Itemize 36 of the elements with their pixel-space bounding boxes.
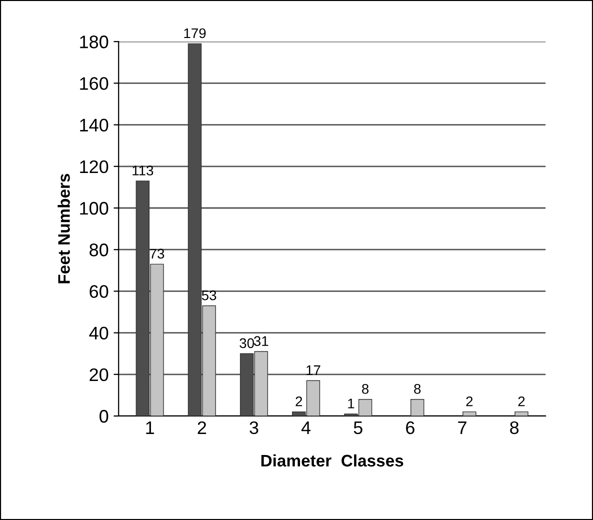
data-label: 113 bbox=[132, 166, 154, 176]
x-tick-label: 7 bbox=[458, 422, 466, 434]
x-tick-label: 8 bbox=[510, 421, 519, 434]
y-tick-label: 60 bbox=[90, 285, 108, 298]
data-label: 73 bbox=[150, 248, 164, 259]
data-label: 8 bbox=[362, 384, 369, 394]
y-tick-label: 100 bbox=[80, 202, 108, 215]
data-label: 30 bbox=[240, 338, 254, 348]
data-label: 8 bbox=[414, 384, 421, 394]
x-tick-label: 3 bbox=[250, 421, 258, 434]
y-tick-label: 80 bbox=[90, 244, 108, 256]
y-tick-label: 40 bbox=[89, 326, 108, 340]
data-label: 2 bbox=[296, 396, 302, 406]
x-axis-title: Diameter Classes bbox=[261, 454, 404, 467]
data-label: 2 bbox=[466, 396, 473, 406]
x-tick-label: 5 bbox=[354, 422, 362, 434]
data-label: 179 bbox=[184, 28, 206, 38]
y-axis-title: Feet Numbers bbox=[58, 174, 70, 284]
y-tick-label: 140 bbox=[80, 118, 108, 132]
data-label: 53 bbox=[202, 290, 216, 300]
x-tick-label: 6 bbox=[406, 421, 414, 434]
data-label: 1 bbox=[348, 398, 354, 408]
bar bbox=[462, 411, 476, 416]
y-tick-label: 20 bbox=[90, 368, 108, 382]
x-tick-label: 4 bbox=[301, 422, 311, 434]
data-label: 2 bbox=[518, 396, 525, 406]
data-label: 31 bbox=[254, 336, 268, 346]
y-tick-label: 160 bbox=[80, 77, 108, 90]
x-tick-label: 2 bbox=[198, 421, 206, 434]
x-tick-label: 1 bbox=[146, 422, 154, 434]
y-tick-label: 180 bbox=[80, 36, 108, 48]
bar bbox=[514, 411, 528, 416]
bar bbox=[410, 399, 424, 416]
data-label: 17 bbox=[306, 365, 320, 375]
y-tick-label: 0 bbox=[100, 410, 108, 423]
y-tick-label: 120 bbox=[80, 160, 108, 174]
